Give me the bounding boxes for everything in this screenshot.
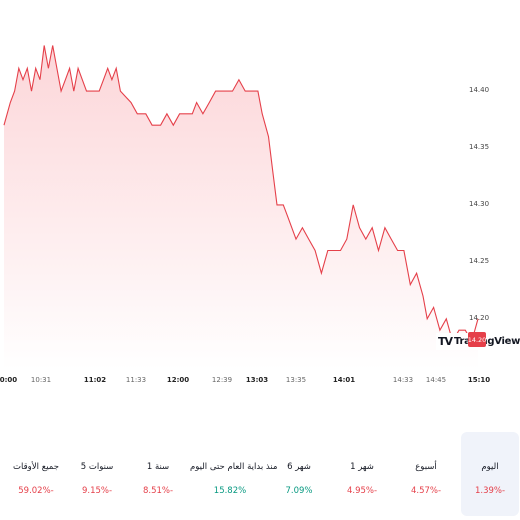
- y-tick-label: 14.25: [469, 256, 490, 265]
- x-tick-label: 14:33: [392, 376, 414, 384]
- period-change-value: 7.09%: [285, 486, 313, 496]
- x-tick-label: 10:31: [30, 376, 52, 384]
- period-change-value: 9.15%-: [81, 486, 113, 496]
- x-tick-label: 13:35: [285, 376, 307, 384]
- period-tab[interactable]: منذ بداية العام حتى اليوم 15.82%: [190, 432, 278, 516]
- period-label: 1 شهر: [350, 462, 374, 472]
- period-change-value: 8.51%-: [142, 486, 174, 496]
- price-chart[interactable]: [0, 0, 520, 430]
- period-label: جميع الأوقات: [13, 462, 59, 472]
- y-tick-label: 14.30: [469, 199, 490, 208]
- price-line: [3, 45, 479, 343]
- x-tick-label: 11:02: [83, 376, 107, 384]
- period-change-value: 15.82%: [213, 486, 247, 496]
- tradingview-logo-icon: TV: [438, 335, 453, 348]
- period-change-value: 1.39%-: [474, 486, 506, 496]
- y-tick-label: 14.20: [469, 313, 490, 322]
- period-selector: اليوم 1.39%- أسبوع 4.57%- 1 شهر 4.95%- 6 شهر 7.…: [0, 430, 520, 520]
- period-tab[interactable]: اليوم 1.39%-: [461, 432, 519, 516]
- x-tick-label: 11:33: [125, 376, 147, 384]
- last-price-badge: 14.20: [468, 332, 486, 347]
- x-tick-label: 10:00: [0, 376, 18, 384]
- period-tab[interactable]: 5 سنوات 9.15%-: [68, 432, 126, 516]
- period-label: 5 سنوات: [80, 462, 114, 472]
- period-label: أسبوع: [415, 462, 437, 472]
- y-tick-label: 14.40: [469, 86, 490, 95]
- period-tab[interactable]: 1 شهر 4.95%-: [333, 432, 391, 516]
- period-tab[interactable]: جميع الأوقات 59.02%-: [7, 432, 65, 516]
- x-tick-label: 14:45: [425, 376, 447, 384]
- x-tick-label: 15:10: [467, 376, 491, 384]
- period-label: 6 شهر: [287, 462, 311, 472]
- x-tick-label: 13:03: [245, 376, 269, 384]
- period-change-value: 4.57%-: [410, 486, 442, 496]
- period-change-value: 4.95%-: [346, 486, 378, 496]
- period-label: منذ بداية العام حتى اليوم: [190, 462, 278, 472]
- price-area: [4, 45, 478, 370]
- period-label: 1 سنة: [146, 462, 170, 472]
- y-tick-label: 14.35: [469, 143, 490, 151]
- period-tab[interactable]: 6 شهر 7.09%: [270, 432, 328, 516]
- period-tab[interactable]: 1 سنة 8.51%-: [129, 432, 187, 516]
- tradingview-logo-text: TradingView: [454, 336, 520, 347]
- period-label: اليوم: [481, 462, 499, 472]
- x-tick-label: 12:00: [166, 376, 190, 384]
- x-tick-label: 14:01: [332, 376, 356, 384]
- x-tick-label: 12:39: [211, 376, 233, 384]
- period-change-value: 59.02%-: [18, 486, 54, 496]
- period-tab[interactable]: أسبوع 4.57%-: [397, 432, 455, 516]
